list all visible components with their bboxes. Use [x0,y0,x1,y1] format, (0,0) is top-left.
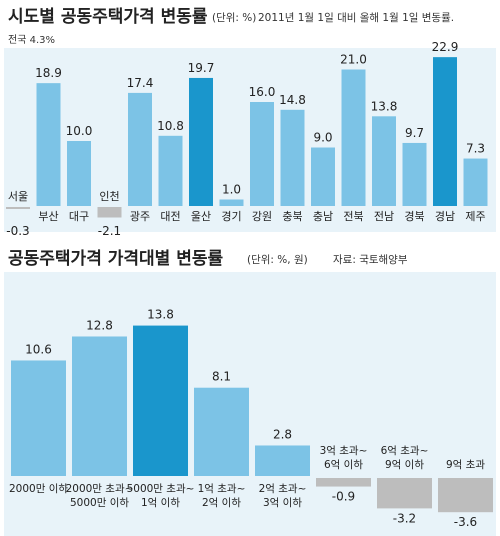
chart1-value-label: 1.0 [222,183,241,197]
chart1-bar [158,135,183,206]
chart1-category-label: 대구 [69,210,89,223]
chart1-bar [402,142,427,206]
chart1-bar [463,158,488,206]
chart1-category-label: 경기 [221,210,241,223]
chart2-category-label: 3억 초과~ [320,445,368,457]
chart2-category-label: 1억 이하 [141,496,180,509]
chart1-bar [311,147,335,206]
chart1-value-label: 22.9 [432,40,459,54]
chart2-category-label: 9억 초과 [446,459,485,471]
chart1-value-label: 14.8 [279,93,306,107]
chart1-annotation: 전국 4.3% [8,34,55,46]
chart1-bar [189,77,213,206]
chart1-value-label: 18.9 [35,66,62,80]
chart1-category-label: 경남 [435,210,455,223]
chart2-category-label: 6억 이하 [324,458,363,471]
chart2-category-label: 9억 이하 [385,458,424,471]
chart1-bar [372,116,396,206]
chart1-value-label: 17.4 [127,76,154,90]
chart2-category-label: 2000만 이하 [9,482,68,495]
chart1-bar [250,102,274,206]
chart2-category-label: 6억 초과~ [381,445,429,457]
chart1-value-label: 16.0 [249,85,276,99]
chart2-bar [316,478,371,487]
chart2-bar [438,478,493,513]
chart1-category-label: 서울 [8,190,28,203]
chart2-value-label: -0.9 [332,490,355,504]
chart1-bar [6,207,30,209]
chart1-value-label: -2.1 [98,224,121,238]
chart1-bar [97,207,122,218]
chart2-category-label: 2억 초과~ [259,483,307,495]
chart2-category-label: 2억 이하 [202,496,241,509]
chart2-bar [133,325,188,476]
chart1-category-label: 광주 [130,210,150,223]
chart1-value-label: 7.3 [466,142,485,156]
chart2-bar [11,360,66,476]
chart2-title: 공동주택가격 가격대별 변동률 [8,249,224,269]
chart1-value-label: 10.0 [66,124,93,138]
chart2-source: 자료: 국토해양부 [333,253,408,266]
chart1-unit: (단위: %) [212,11,256,24]
chart1-title: 시도별 공동주택가격 변동률 [8,7,208,27]
chart1-category-label: 충북 [282,210,302,223]
chart1-category-label: 전남 [374,210,394,223]
chart1-category-label: 충남 [313,210,333,223]
chart2-bar [194,387,249,476]
chart1-bar [280,109,305,206]
chart2-category-label: 5000만 초과~ [127,483,195,495]
chart2-value-label: -3.2 [393,511,416,525]
chart1-bar [219,199,244,206]
chart2-value-label: 13.8 [147,308,174,322]
chart2-category-label: 5000만 이하 [70,496,129,509]
chart1-category-label: 대전 [160,210,180,223]
chart2-value-label: 12.8 [86,318,113,332]
chart1-value-label: 9.7 [405,126,424,140]
chart2-bar [377,478,432,509]
chart2-value-label: 2.8 [273,427,292,441]
chart1-bar [433,57,457,207]
chart2-value-label: 10.6 [25,342,52,356]
chart1-category-label: 울산 [191,210,211,223]
chart2-category-label: 2000만 초과~ [66,483,134,495]
chart2-category-label: 3억 이하 [263,496,302,509]
chart1-bar [128,92,152,206]
chart1-bar [36,83,61,206]
chart1-value-label: 13.8 [371,99,398,113]
chart1-bar [67,141,91,206]
chart1-value-label: 21.0 [340,53,367,67]
chart2-value-label: -3.6 [454,515,477,529]
chart1-value-label: -0.3 [6,224,29,238]
chart2-bar [72,336,127,476]
chart1-category-label: 경북 [404,210,424,223]
chart1-value-label: 9.0 [313,131,332,145]
chart1-category-label: 강원 [252,210,272,223]
chart1-category-label: 인천 [99,189,119,203]
chart1-value-label: 10.8 [157,119,184,133]
chart1-bars: 서울 -0.3 부산 18.9 대구 10.0 인천 -2.1 광주 17.4 대전 10.8 울산 19… [4,40,496,238]
chart1-bar [341,69,366,206]
chart2-category-label: 1억 초과~ [198,483,246,495]
chart1-category-label: 제주 [465,210,485,223]
chart1-category-label: 부산 [38,210,58,223]
chart2-unit: (단위: %, 원) [247,253,308,266]
chart1-value-label: 19.7 [188,61,215,75]
chart2-bars: 2000만 이하 10.6 2000만 초과~5000만 이하 12.8 5000만 초… [4,272,496,536]
chart2-bar [255,445,310,476]
chart2-value-label: 8.1 [212,370,231,384]
chart1-subtitle: 2011년 1월 1일 대비 올해 1월 1일 변동률. [258,11,454,24]
chart1-category-label: 전북 [343,210,363,223]
